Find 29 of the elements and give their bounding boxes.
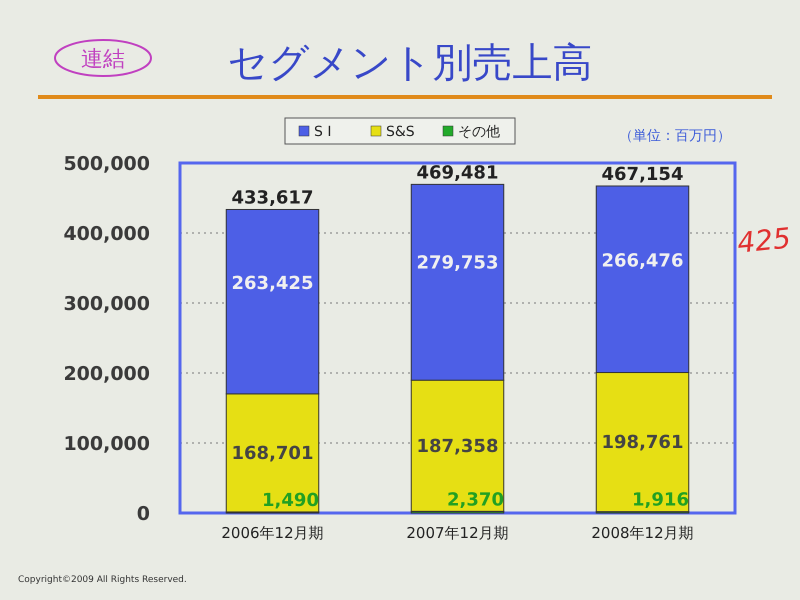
legend-label: S I <box>314 124 332 140</box>
y-tick-label: 0 <box>136 503 150 525</box>
legend-label: その他 <box>458 124 500 140</box>
data-label: 198,761 <box>602 432 684 454</box>
data-label: 266,476 <box>602 250 684 272</box>
data-label: 187,358 <box>416 436 498 457</box>
y-tick-label: 400,000 <box>63 223 150 245</box>
y-tick-label: 500,000 <box>63 153 150 175</box>
y-tick-label: 100,000 <box>63 433 150 455</box>
total-label: 433,617 <box>232 187 314 208</box>
y-tick-label: 300,000 <box>63 293 150 315</box>
text: （単位：百万円） <box>619 128 731 144</box>
chart-title: セグメント別売上高 <box>228 40 592 86</box>
legend-label: S&S <box>386 124 415 140</box>
chart-subtitle: 連結 <box>81 47 125 72</box>
text: 425 <box>736 221 792 260</box>
y-tick-label: 200,000 <box>63 363 150 385</box>
data-label: 168,701 <box>232 442 314 464</box>
x-tick-label: 2006年12月期 <box>221 524 324 542</box>
x-tick-label: 2008年12月期 <box>591 524 694 542</box>
data-label: 263,425 <box>232 273 314 294</box>
text: Copyright©2009 All Rights Reserved. <box>18 575 187 585</box>
x-tick-label: 2007年12月期 <box>406 524 509 542</box>
data-label: 279,753 <box>416 252 498 274</box>
data-label: 1,490 <box>262 490 319 511</box>
data-label: 2,370 <box>447 489 504 510</box>
total-label: 469,481 <box>416 162 498 184</box>
data-label: 1,916 <box>632 490 689 511</box>
total-label: 467,154 <box>602 164 684 185</box>
